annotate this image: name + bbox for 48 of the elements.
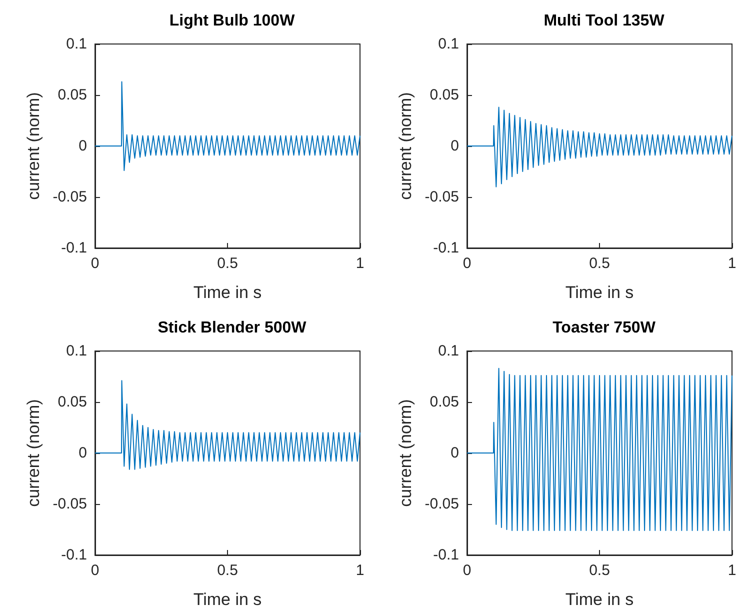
y-tick-label: -0.05 — [52, 188, 87, 206]
y-tick-label: -0.05 — [52, 496, 87, 512]
x-axis-title: Time in s — [193, 590, 262, 609]
x-axis-title: Time in s — [565, 590, 634, 609]
y-tick-label: 0 — [78, 444, 87, 462]
y-axis-title: current (norm) — [396, 399, 415, 507]
y-tick-label: -0.1 — [433, 240, 459, 256]
x-tick-label: 1 — [728, 562, 736, 579]
y-axis-title: current (norm) — [24, 399, 43, 507]
y-tick-label: 0.05 — [58, 86, 87, 104]
y-tick-label: 0.1 — [66, 342, 87, 360]
y-tick-label: 0 — [450, 444, 459, 462]
y-tick-label: -0.1 — [61, 240, 87, 256]
chart-title: Multi Tool 135W — [544, 12, 666, 30]
y-tick-label: -0.05 — [424, 188, 459, 206]
y-axis-title: current (norm) — [24, 92, 43, 200]
y-tick-label: -0.1 — [433, 546, 459, 564]
chart-title: Toaster 750W — [552, 320, 656, 336]
x-tick-label: 1 — [356, 255, 364, 272]
x-tick-label: 0.5 — [589, 255, 610, 272]
x-axis-title: Time in s — [565, 283, 634, 302]
y-tick-label: 0.05 — [58, 394, 87, 410]
y-tick-label: 0 — [78, 138, 87, 154]
x-tick-label: 1 — [356, 562, 364, 579]
x-tick-label: 0 — [90, 562, 100, 579]
x-tick-label: 1 — [728, 255, 736, 272]
line-series — [466, 368, 732, 532]
y-tick-label: 0.1 — [66, 36, 87, 52]
y-tick-label: 0.1 — [438, 36, 459, 52]
chart-title: Stick Blender 500W — [158, 320, 308, 336]
y-tick-label: 0.05 — [430, 86, 459, 104]
y-tick-label: 0.1 — [438, 342, 459, 360]
line-series — [94, 81, 360, 171]
x-tick-label: 0.5 — [217, 562, 238, 579]
x-tick-label: 0 — [462, 562, 472, 579]
chart-title: Light Bulb 100W — [169, 12, 296, 30]
x-tick-label: 0.5 — [589, 562, 610, 579]
x-tick-label: 0 — [90, 255, 100, 272]
y-axis-title: current (norm) — [396, 92, 415, 200]
y-tick-label: -0.05 — [424, 496, 459, 512]
x-tick-label: 0 — [462, 255, 472, 272]
x-tick-label: 0.5 — [217, 255, 238, 272]
y-tick-label: -0.1 — [61, 546, 87, 564]
y-tick-label: 0 — [450, 138, 459, 154]
x-axis-title: Time in s — [193, 283, 262, 302]
line-series — [466, 106, 732, 188]
y-tick-label: 0.05 — [430, 394, 459, 410]
line-series — [94, 380, 360, 470]
